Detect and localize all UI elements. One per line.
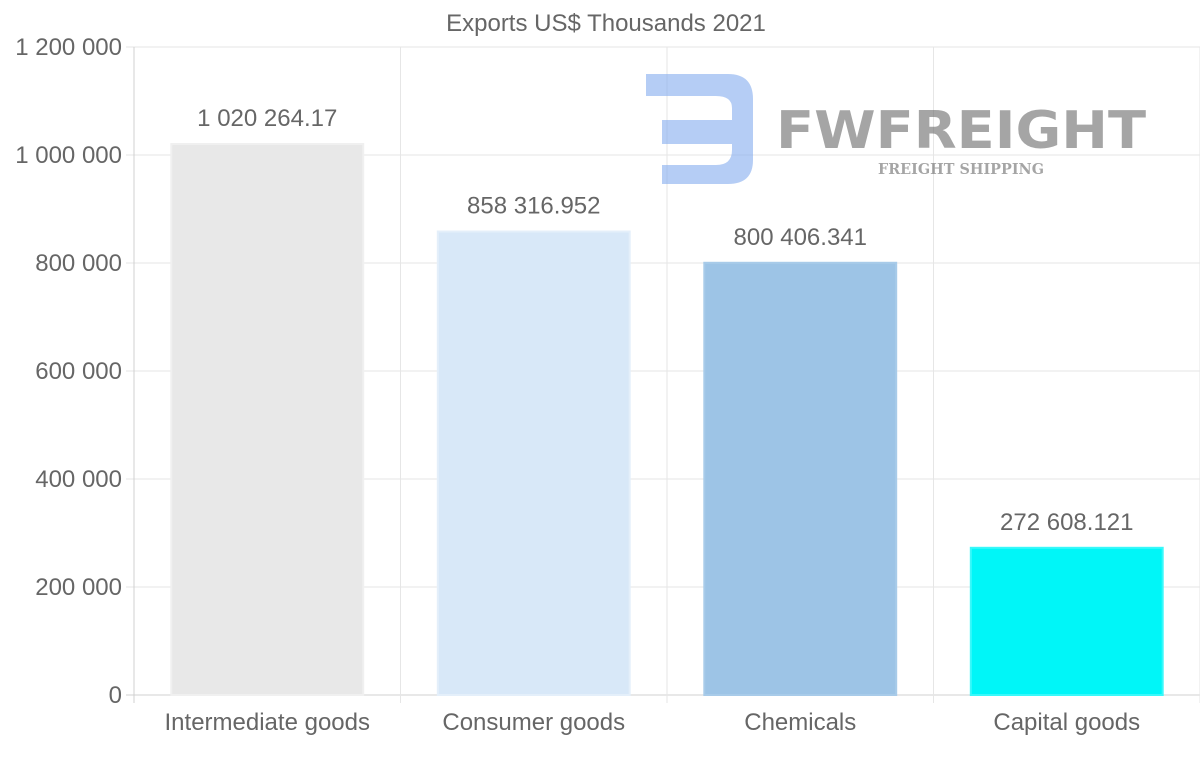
data-label: 272 608.121 [1000, 509, 1133, 536]
x-tick-label: Consumer goods [442, 709, 625, 736]
logo-mark-icon [646, 74, 753, 184]
x-tick-label: Chemicals [744, 709, 856, 736]
y-tick-label: 400 000 [35, 466, 122, 493]
logo-tagline-text: FREIGHT SHIPPING [878, 160, 1044, 178]
data-label: 1 020 264.17 [197, 105, 337, 132]
bar [436, 230, 631, 696]
bar [170, 143, 365, 696]
bar [969, 546, 1164, 697]
data-label: 800 406.341 [734, 224, 867, 251]
y-tick-label: 1 000 000 [15, 142, 122, 169]
grid-layer: 0 200 000 400 000 600 000 800 000 1 000 000 1 … [15, 34, 1200, 709]
logo-brand-text: FWFREIGHT [776, 101, 1147, 161]
x-tick-label: Capital goods [993, 709, 1140, 736]
y-tick-label: 1 200 000 [15, 34, 122, 61]
y-tick-label: 800 000 [35, 250, 122, 277]
chart-title: Exports US$ Thousands 2021 [446, 10, 766, 37]
data-label: 858 316.952 [467, 193, 600, 220]
y-tick-label: 0 [109, 682, 122, 709]
x-tick-label: Intermediate goods [165, 709, 370, 736]
y-tick-label: 600 000 [35, 358, 122, 385]
bar-layer: 1 020 264.17 Intermediate goods 858 316.95… [165, 105, 1164, 736]
y-tick-label: 200 000 [35, 574, 122, 601]
fwfreight-logo: FWFREIGHT FREIGHT SHIPPING [646, 74, 1147, 184]
bar [703, 261, 898, 696]
